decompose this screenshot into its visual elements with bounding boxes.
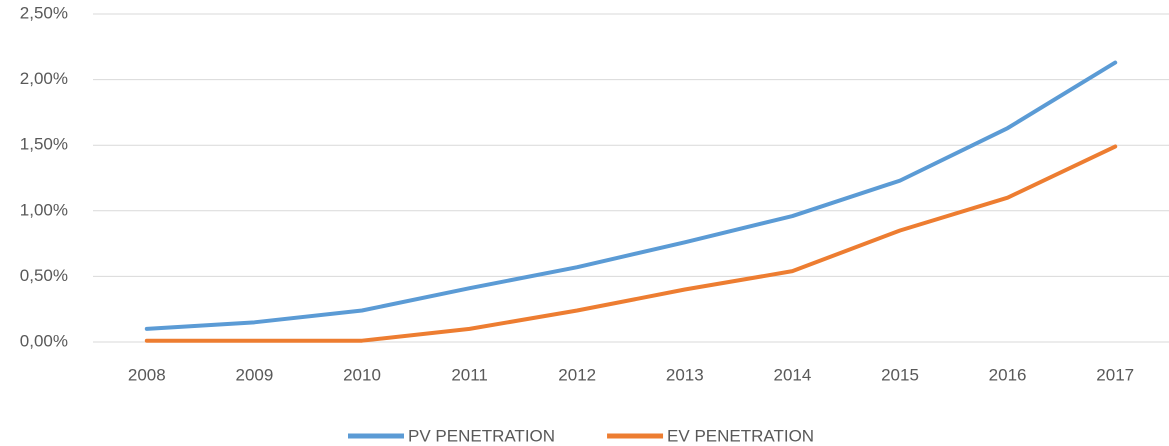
y-tick-label: 0,50% — [20, 266, 68, 285]
y-tick-label: 1,00% — [20, 200, 68, 219]
y-tick-label: 2,50% — [20, 3, 68, 22]
x-tick-label: 2011 — [451, 365, 488, 384]
series-line — [144, 60, 1118, 331]
legend-label: EV PENETRATION — [667, 426, 814, 445]
y-tick-label: 1,50% — [20, 135, 68, 154]
x-tick-label: 2012 — [558, 365, 596, 384]
x-tick-label: 2017 — [1096, 365, 1134, 384]
legend-label: PV PENETRATION — [408, 426, 555, 445]
x-tick-label: 2008 — [128, 365, 166, 384]
x-tick-label: 2016 — [989, 365, 1027, 384]
x-tick-label: 2010 — [343, 365, 381, 384]
x-tick-label: 2009 — [235, 365, 273, 384]
x-tick-label: 2015 — [881, 365, 919, 384]
series-line — [144, 144, 1118, 343]
y-tick-label: 2,00% — [20, 69, 68, 88]
y-tick-label: 0,00% — [20, 331, 68, 350]
x-tick-label: 2013 — [666, 365, 704, 384]
x-tick-label: 2014 — [773, 365, 811, 384]
